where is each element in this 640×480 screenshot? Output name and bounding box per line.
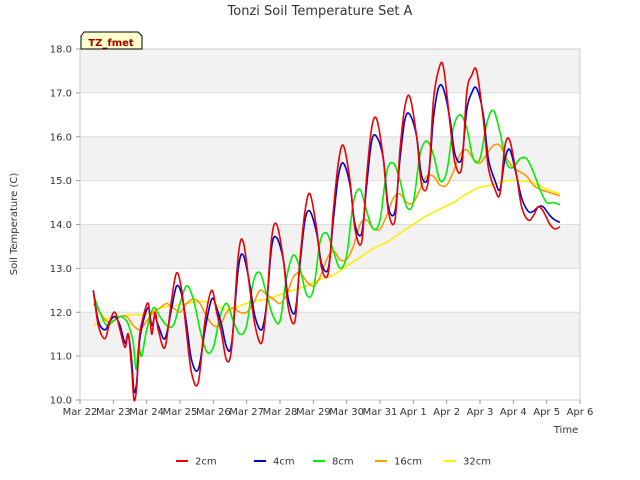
y-tick-label: 17.0 xyxy=(50,88,72,99)
x-tick-label: Mar 23 xyxy=(96,407,131,418)
x-tick-label: Mar 25 xyxy=(163,407,198,418)
x-tick-label: Apr 4 xyxy=(500,407,527,418)
x-tick-label: Apr 3 xyxy=(467,407,494,418)
x-tick-label: Mar 27 xyxy=(229,407,264,418)
x-tick-label: Mar 28 xyxy=(263,407,298,418)
x-tick-label: Apr 5 xyxy=(533,407,560,418)
legend-label-16cm: 16cm xyxy=(394,457,422,468)
y-tick-label: 13.0 xyxy=(50,264,72,275)
legend-label-32cm: 32cm xyxy=(463,457,491,468)
y-axis-label: Soil Temperature (C) xyxy=(9,173,20,276)
tag-box xyxy=(80,31,143,50)
legend-label-4cm: 4cm xyxy=(273,457,295,468)
y-tick-label: 10.0 xyxy=(50,396,72,407)
plot-band xyxy=(80,49,580,93)
chart-title: Tonzi Soil Temperature Set A xyxy=(227,4,413,19)
x-tick-label: Mar 24 xyxy=(129,407,164,418)
plot-band xyxy=(80,312,580,357)
x-tick-label: Apr 1 xyxy=(400,407,427,418)
y-tick-label: 18.0 xyxy=(50,45,72,56)
y-axis-ticks: 10.0 11.0 12.0 13.0 14.0 15.0 16.0 17.0 18.0 xyxy=(50,45,80,407)
series-line-2cm xyxy=(92,61,561,402)
x-tick-label: Apr 6 xyxy=(567,407,594,418)
legend-label-2cm: 2cm xyxy=(195,457,217,468)
legend: 2cm 4cm 8cm 16cm 32cm xyxy=(176,457,491,468)
series-line-8cm xyxy=(92,109,561,371)
legend-label-8cm: 8cm xyxy=(332,457,354,468)
y-tick-label: 11.0 xyxy=(50,352,72,363)
x-tick-label: Mar 31 xyxy=(363,407,398,418)
x-tick-label: Apr 2 xyxy=(433,407,460,418)
tag-label: TZ_fmet xyxy=(88,38,134,49)
y-tick-label: 15.0 xyxy=(50,176,72,187)
x-tick-label: Mar 30 xyxy=(329,407,364,418)
x-tick-label: Mar 29 xyxy=(296,407,331,418)
x-tick-label: Mar 26 xyxy=(196,407,231,418)
x-tick-label: Mar 22 xyxy=(63,407,98,418)
series-lines xyxy=(92,61,561,402)
y-tick-label: 16.0 xyxy=(50,132,72,143)
y-tick-label: 14.0 xyxy=(50,220,72,231)
x-axis-label: Time xyxy=(553,425,578,436)
y-tick-label: 12.0 xyxy=(50,308,72,319)
tz-fmet-tag: TZ_fmet xyxy=(80,31,143,50)
gridlines xyxy=(79,48,581,401)
